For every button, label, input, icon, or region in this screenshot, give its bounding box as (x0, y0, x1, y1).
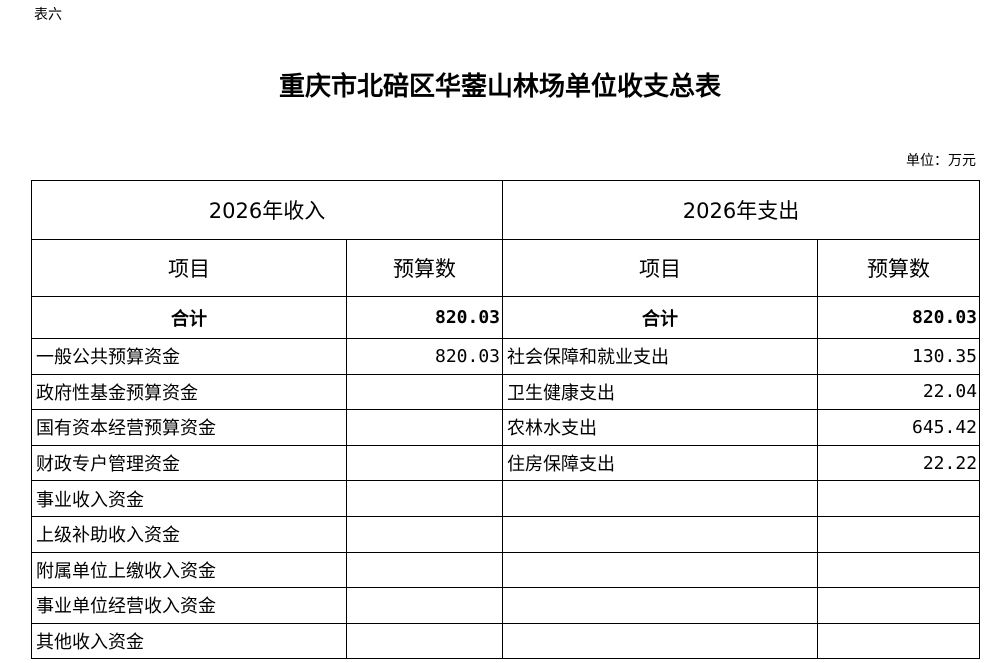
income-value (345, 551, 504, 589)
table-row: 事业单位经营收入资金 (31, 587, 981, 624)
expense-item (502, 587, 819, 624)
expense-value: 22.22 (817, 444, 981, 482)
income-item: 政府性基金预算资金 (31, 373, 347, 411)
income-value (345, 409, 504, 446)
expense-item: 社会保障和就业支出 (502, 338, 819, 375)
income-item: 事业单位经营收入资金 (31, 587, 347, 624)
expense-item-header: 项目 (502, 239, 819, 297)
expense-value (817, 515, 981, 553)
expense-total-value: 820.03 (817, 296, 981, 339)
expense-value (817, 480, 981, 517)
income-value (345, 587, 504, 624)
table-number: 表六 (34, 7, 62, 23)
expense-value (817, 587, 981, 624)
expense-item (502, 515, 819, 553)
table-row: 财政专户管理资金 住房保障支出 22.22 (31, 444, 981, 482)
income-total-value: 820.03 (345, 296, 504, 339)
income-item: 其他收入资金 (31, 622, 347, 660)
income-value (345, 444, 504, 482)
expense-item: 农林水支出 (502, 409, 819, 446)
income-item: 上级补助收入资金 (31, 515, 347, 553)
expense-value: 22.04 (817, 373, 981, 411)
expense-item: 卫生健康支出 (502, 373, 819, 411)
income-value: 820.03 (345, 338, 504, 375)
income-item: 国有资本经营预算资金 (31, 409, 347, 446)
table-row: 附属单位上缴收入资金 (31, 551, 981, 589)
expense-value (817, 622, 981, 660)
expense-item (502, 551, 819, 589)
income-value (345, 373, 504, 411)
unit-label: 单位：万元 (906, 153, 976, 169)
income-item: 附属单位上缴收入资金 (31, 551, 347, 589)
income-item: 一般公共预算资金 (31, 338, 347, 375)
income-budget-header: 预算数 (345, 239, 504, 297)
expense-value (817, 551, 981, 589)
expense-item: 住房保障支出 (502, 444, 819, 482)
table-row: 政府性基金预算资金 卫生健康支出 22.04 (31, 373, 981, 411)
income-item-header: 项目 (31, 239, 347, 297)
budget-table: 2026年收入 2026年支出 项目 预算数 项目 预算数 合计 820.03 … (30, 180, 981, 660)
expense-item (502, 622, 819, 660)
income-item: 事业收入资金 (31, 480, 347, 517)
expense-item (502, 480, 819, 517)
income-value (345, 515, 504, 553)
expense-header: 2026年支出 (502, 180, 981, 240)
table-row: 国有资本经营预算资金 农林水支出 645.42 (31, 409, 981, 446)
table-row: 其他收入资金 (31, 622, 981, 660)
income-header: 2026年收入 (30, 180, 504, 240)
expense-value: 645.42 (817, 409, 981, 446)
table-row: 一般公共预算资金 820.03 社会保障和就业支出 130.35 (31, 338, 981, 375)
income-value (345, 622, 504, 660)
income-item: 财政专户管理资金 (31, 444, 347, 482)
income-value (345, 480, 504, 517)
table-row: 事业收入资金 (31, 480, 981, 517)
table-row: 上级补助收入资金 (31, 515, 981, 553)
page-title: 重庆市北碚区华蓥山林场单位收支总表 (278, 72, 721, 102)
expense-value: 130.35 (817, 338, 981, 375)
income-total-label: 合计 (31, 296, 347, 339)
expense-total-label: 合计 (502, 296, 819, 339)
expense-budget-header: 预算数 (817, 239, 981, 297)
